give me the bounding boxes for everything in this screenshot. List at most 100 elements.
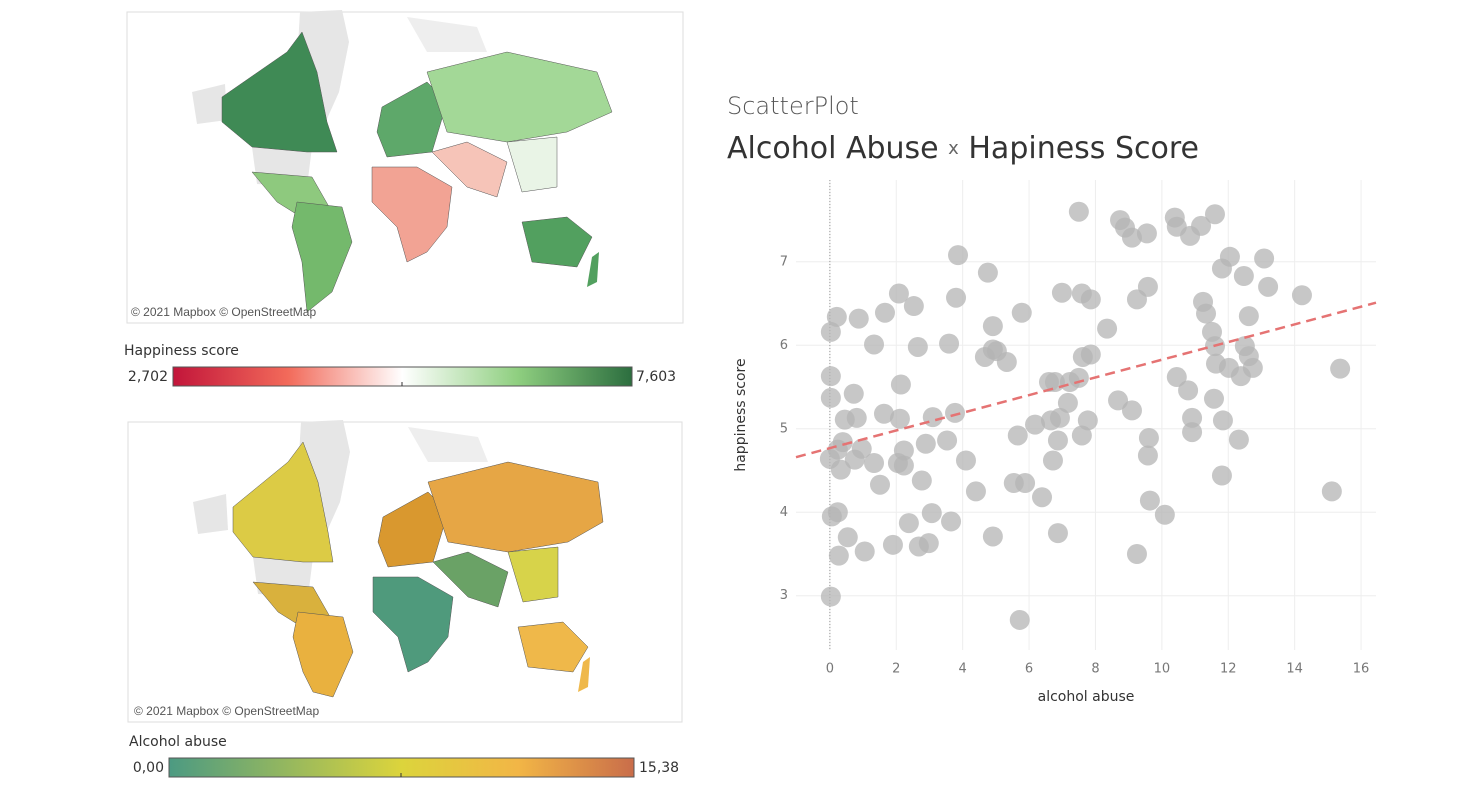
point xyxy=(1097,318,1118,339)
point xyxy=(846,407,867,428)
point xyxy=(921,503,942,524)
point xyxy=(911,470,932,491)
point xyxy=(1108,390,1129,411)
point xyxy=(1077,410,1098,431)
point xyxy=(946,287,967,308)
title-part: x xyxy=(948,138,959,159)
legend-title: Alcohol abuse xyxy=(129,734,227,750)
point xyxy=(828,545,849,566)
legend-title: Happiness score xyxy=(124,343,239,359)
point xyxy=(996,351,1017,372)
point xyxy=(869,474,890,495)
x-tick-label: 16 xyxy=(1353,662,1370,677)
point xyxy=(1212,410,1233,431)
legend-max: 7,603 xyxy=(636,369,676,385)
x-tick-label: 4 xyxy=(959,662,967,677)
plot-area: 3 4 5 6 7 0 2 4 6 8 10 12 14 16 xyxy=(780,180,1377,677)
point xyxy=(873,403,894,424)
point xyxy=(1196,303,1217,324)
point xyxy=(945,402,966,423)
point xyxy=(939,333,960,354)
point xyxy=(888,283,909,304)
point xyxy=(1137,445,1158,466)
point xyxy=(948,245,969,266)
point xyxy=(908,536,929,557)
point xyxy=(937,430,958,451)
point xyxy=(1211,465,1232,486)
x-tick-label: 12 xyxy=(1220,662,1237,677)
x-tick-label: 6 xyxy=(1025,662,1033,677)
legend-min: 2,702 xyxy=(128,369,168,385)
point xyxy=(843,383,864,404)
x-tick-label: 0 xyxy=(826,662,834,677)
point xyxy=(882,534,903,555)
point xyxy=(1228,429,1249,450)
y-axis-label: happiness score xyxy=(733,358,749,471)
y-tick-label: 4 xyxy=(780,505,788,520)
point xyxy=(941,511,962,532)
point xyxy=(889,408,910,429)
point xyxy=(982,316,1003,337)
point xyxy=(1138,427,1159,448)
point xyxy=(1047,430,1068,451)
point xyxy=(1047,523,1068,544)
point xyxy=(893,440,914,461)
point xyxy=(1059,372,1080,393)
point xyxy=(1009,609,1030,630)
point xyxy=(837,527,858,548)
point xyxy=(1230,366,1251,387)
y-tick-label: 3 xyxy=(780,588,788,603)
point xyxy=(1068,201,1089,222)
point xyxy=(898,513,919,534)
point xyxy=(1154,504,1175,525)
x-tick-label: 2 xyxy=(892,662,900,677)
point xyxy=(851,438,872,459)
point xyxy=(826,306,847,327)
attribution: © 2021 Mapbox © OpenStreetMap xyxy=(134,704,319,718)
point xyxy=(874,302,895,323)
point xyxy=(1136,223,1157,244)
title-part: Alcohol Abuse xyxy=(727,131,939,166)
point xyxy=(1330,358,1351,379)
y-tick-label: 7 xyxy=(780,254,788,269)
point xyxy=(982,526,1003,547)
point xyxy=(1258,276,1279,297)
x-axis-label: alcohol abuse xyxy=(1038,689,1135,705)
point xyxy=(890,374,911,395)
point xyxy=(1126,543,1147,564)
point xyxy=(864,334,885,355)
point xyxy=(864,453,885,474)
point xyxy=(820,321,841,342)
chart-title: Alcohol Abuse x Hapiness Score xyxy=(727,131,1199,166)
point xyxy=(903,296,924,317)
point xyxy=(955,450,976,471)
point xyxy=(1011,302,1032,323)
point xyxy=(1137,276,1158,297)
legend-max: 15,38 xyxy=(639,760,679,776)
point xyxy=(820,586,841,607)
point xyxy=(965,481,986,502)
point xyxy=(1121,400,1142,421)
point xyxy=(1042,450,1063,471)
map-happiness: © 2021 Mapbox © OpenStreetMap xyxy=(126,10,684,324)
point xyxy=(1178,380,1199,401)
point xyxy=(1233,266,1254,287)
point xyxy=(922,407,943,428)
legend-min: 0,00 xyxy=(133,760,164,776)
point xyxy=(1003,473,1024,494)
point xyxy=(1211,258,1232,279)
point xyxy=(848,308,869,329)
point xyxy=(820,387,841,408)
y-tick-label: 6 xyxy=(780,338,788,353)
point xyxy=(1238,306,1259,327)
point xyxy=(1032,487,1053,508)
trend-line xyxy=(795,301,1377,459)
attribution: © 2021 Mapbox © OpenStreetMap xyxy=(131,305,316,319)
point xyxy=(1080,289,1101,310)
x-tick-label: 14 xyxy=(1286,662,1303,677)
point xyxy=(1166,367,1187,388)
point xyxy=(1254,248,1275,269)
point xyxy=(1051,282,1072,303)
